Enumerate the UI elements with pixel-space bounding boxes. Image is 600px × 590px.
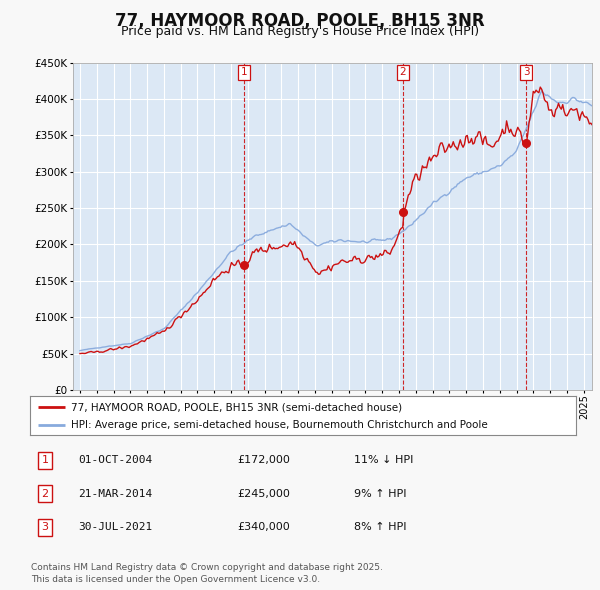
- Text: Price paid vs. HM Land Registry's House Price Index (HPI): Price paid vs. HM Land Registry's House …: [121, 25, 479, 38]
- Text: 3: 3: [523, 67, 530, 77]
- Text: 77, HAYMOOR ROAD, POOLE, BH15 3NR (semi-detached house): 77, HAYMOOR ROAD, POOLE, BH15 3NR (semi-…: [71, 402, 402, 412]
- Text: 3: 3: [41, 523, 49, 532]
- Text: 1: 1: [41, 455, 49, 465]
- Text: 11% ↓ HPI: 11% ↓ HPI: [354, 455, 413, 465]
- Text: 21-MAR-2014: 21-MAR-2014: [78, 489, 152, 499]
- Text: Contains HM Land Registry data © Crown copyright and database right 2025.
This d: Contains HM Land Registry data © Crown c…: [31, 563, 383, 584]
- Text: 01-OCT-2004: 01-OCT-2004: [78, 455, 152, 465]
- Text: 2: 2: [41, 489, 49, 499]
- Text: £245,000: £245,000: [237, 489, 290, 499]
- Text: 30-JUL-2021: 30-JUL-2021: [78, 523, 152, 532]
- Text: 8% ↑ HPI: 8% ↑ HPI: [354, 523, 407, 532]
- Text: 9% ↑ HPI: 9% ↑ HPI: [354, 489, 407, 499]
- Text: 2: 2: [400, 67, 406, 77]
- Text: £340,000: £340,000: [237, 523, 290, 532]
- Text: 1: 1: [241, 67, 247, 77]
- Text: £172,000: £172,000: [237, 455, 290, 465]
- Text: HPI: Average price, semi-detached house, Bournemouth Christchurch and Poole: HPI: Average price, semi-detached house,…: [71, 420, 488, 430]
- Text: 77, HAYMOOR ROAD, POOLE, BH15 3NR: 77, HAYMOOR ROAD, POOLE, BH15 3NR: [115, 12, 485, 30]
